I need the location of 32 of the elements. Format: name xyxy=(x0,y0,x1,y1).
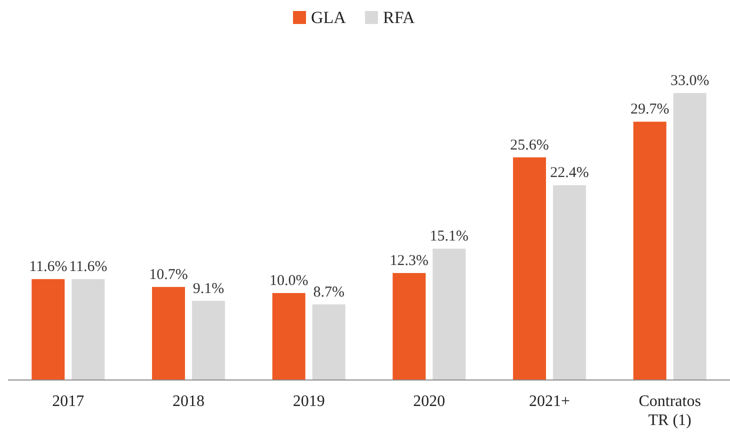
data-label: 9.1% xyxy=(192,280,224,297)
data-label: 25.6% xyxy=(510,137,549,154)
bar xyxy=(272,293,306,380)
bar xyxy=(673,93,706,380)
data-label: 15.1% xyxy=(430,228,469,245)
data-label: 33.0% xyxy=(670,73,710,89)
x-tick-label: Contratos TR (1) xyxy=(638,393,701,429)
x-tick-label: 2019 xyxy=(292,393,325,410)
data-label: 29.7% xyxy=(630,102,670,118)
data-label: 8.7% xyxy=(313,284,344,300)
bar xyxy=(513,157,546,380)
bar xyxy=(432,248,466,380)
legend-label: RFA xyxy=(383,8,416,27)
data-label: 10.7% xyxy=(149,266,188,283)
x-tick-label: 2018 xyxy=(172,393,204,410)
data-label: 10.0% xyxy=(269,273,308,290)
data-label: 11.6% xyxy=(69,259,108,276)
bar xyxy=(392,273,426,380)
data-label: 12.3% xyxy=(390,253,429,270)
legend-label: GLA xyxy=(311,8,347,27)
bar xyxy=(152,286,185,380)
bar xyxy=(312,304,346,380)
bar xyxy=(32,279,65,380)
x-tick-label: 2020 xyxy=(413,393,446,410)
x-tick-label: 2021+ xyxy=(528,393,570,410)
data-label: 11.6% xyxy=(29,259,68,276)
bar xyxy=(553,185,586,380)
bar xyxy=(633,122,666,380)
data-label: 22.4% xyxy=(550,165,589,182)
bar xyxy=(192,300,225,380)
x-tick-label: 2017 xyxy=(52,393,84,410)
bar xyxy=(72,279,105,380)
